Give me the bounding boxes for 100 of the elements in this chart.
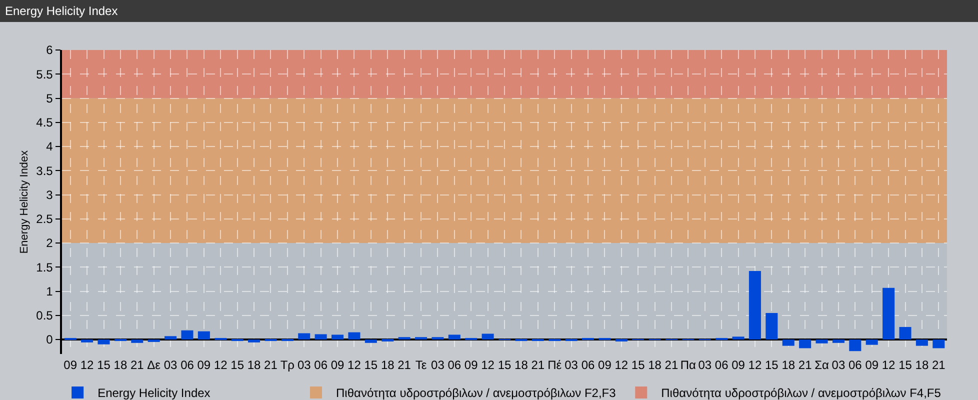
x-tick-label: 03 — [297, 358, 312, 372]
x-tick-label: 15 — [97, 358, 111, 372]
bar — [164, 336, 177, 340]
x-tick-label: 21 — [130, 358, 144, 372]
bar — [732, 336, 744, 340]
x-tick-label: 21 — [664, 358, 678, 372]
x-tick-label: 12 — [80, 358, 94, 372]
bar — [766, 312, 778, 340]
x-tick-label: Πέ — [548, 358, 562, 372]
x-tick-label: 15 — [364, 358, 378, 372]
bar — [882, 288, 895, 340]
bar — [131, 340, 144, 343]
bar — [849, 340, 862, 352]
y-tick-label: 1.5 — [36, 260, 54, 274]
bar — [298, 333, 310, 340]
x-tick-label: 21 — [398, 358, 412, 372]
legend-label: Πιθανότητα υδροστρόβιλων / ανεμοστρόβιλων F4,F5 — [661, 386, 942, 400]
bar — [332, 334, 344, 340]
x-tick-label: 09 — [64, 358, 78, 372]
bar — [248, 340, 260, 342]
x-tick-label: 15 — [764, 358, 779, 372]
bar — [364, 340, 377, 343]
bar — [482, 334, 494, 340]
y-tick-label: 1 — [46, 284, 54, 298]
x-tick-label: 12 — [214, 358, 228, 372]
x-tick-label: 18 — [114, 358, 128, 372]
x-tick-label: Δε — [147, 358, 162, 372]
y-tick-label: 2.5 — [36, 212, 54, 226]
bar — [932, 340, 945, 348]
x-tick-label: 18 — [915, 358, 929, 372]
x-tick-label: 12 — [481, 358, 495, 372]
bar — [432, 337, 444, 340]
bar — [916, 340, 928, 346]
x-tick-label: 15 — [230, 358, 244, 372]
y-tick-label: 4.5 — [36, 116, 54, 130]
chart-title: Energy Helicity Index — [5, 4, 118, 18]
legend-label: Energy Helicity Index — [98, 386, 210, 400]
x-tick-label: 06 — [314, 358, 328, 372]
x-tick-label: 03 — [564, 358, 578, 372]
bar — [198, 331, 210, 340]
y-tick-label: 4 — [46, 140, 54, 154]
y-tick-label: 0 — [46, 332, 54, 347]
x-tick-label: 09 — [330, 358, 345, 372]
x-tick-label: 12 — [614, 358, 628, 372]
x-tick-label: 15 — [498, 358, 512, 372]
y-tick-label: 0.5 — [36, 308, 54, 323]
y-tick-label: 3.5 — [36, 164, 54, 178]
bar — [98, 340, 110, 344]
x-tick-label: 15 — [898, 358, 912, 372]
x-tick-label: Τε — [415, 358, 428, 372]
y-tick-label: 6 — [46, 43, 54, 58]
x-tick-label: 06 — [581, 358, 595, 372]
bar — [398, 337, 410, 340]
x-tick-label: 21 — [932, 358, 946, 372]
x-tick-label: 03 — [431, 358, 445, 372]
x-tick-label: 12 — [348, 358, 362, 372]
x-tick-label: 06 — [848, 358, 862, 372]
x-tick-label: 09 — [197, 358, 211, 372]
x-tick-label: 21 — [531, 358, 545, 372]
x-tick-label: 15 — [631, 358, 646, 372]
x-tick-label: 03 — [832, 358, 846, 372]
bar — [866, 340, 878, 345]
bar — [448, 334, 460, 340]
bar — [799, 340, 812, 348]
x-tick-label: 06 — [180, 358, 194, 372]
y-tick-label: 5.5 — [36, 67, 54, 82]
x-tick-label: 09 — [464, 358, 478, 372]
x-tick-label: 12 — [882, 358, 896, 372]
x-tick-label: 18 — [514, 358, 528, 372]
x-tick-label: 03 — [164, 358, 178, 372]
x-tick-label: Πα — [680, 358, 696, 372]
bar — [348, 332, 360, 340]
bar — [181, 330, 194, 340]
y-tick-label: 2 — [46, 236, 54, 250]
bar — [832, 340, 844, 343]
x-tick-label: 09 — [598, 358, 612, 372]
x-tick-label: 21 — [798, 358, 812, 372]
y-tick-label: 3 — [46, 188, 54, 202]
y-axis-title: Energy Helicity Index — [18, 150, 30, 254]
x-tick-label: 18 — [782, 358, 796, 372]
bar — [314, 334, 327, 340]
x-tick-label: 06 — [448, 358, 462, 372]
bar — [782, 340, 794, 346]
bar — [899, 326, 912, 340]
bar — [81, 340, 94, 342]
bar — [415, 337, 428, 340]
x-tick-label: 18 — [380, 358, 395, 372]
x-tick-label: Τρ — [280, 358, 295, 372]
bar — [816, 340, 828, 344]
x-tick-label: 09 — [865, 358, 879, 372]
y-tick-label: 5 — [46, 91, 54, 106]
bar — [748, 271, 761, 340]
x-tick-label: 06 — [714, 358, 729, 372]
x-tick-label: 12 — [748, 358, 762, 372]
x-tick-label: 18 — [648, 358, 662, 372]
x-tick-label: 03 — [698, 358, 712, 372]
x-tick-label: 09 — [732, 358, 746, 372]
legend-label: Πιθανότητα υδροστρόβιλων / ανεμοστρόβιλων F2,F3 — [336, 386, 616, 400]
x-tick-label: 18 — [247, 358, 262, 372]
x-tick-label: 21 — [264, 358, 278, 372]
